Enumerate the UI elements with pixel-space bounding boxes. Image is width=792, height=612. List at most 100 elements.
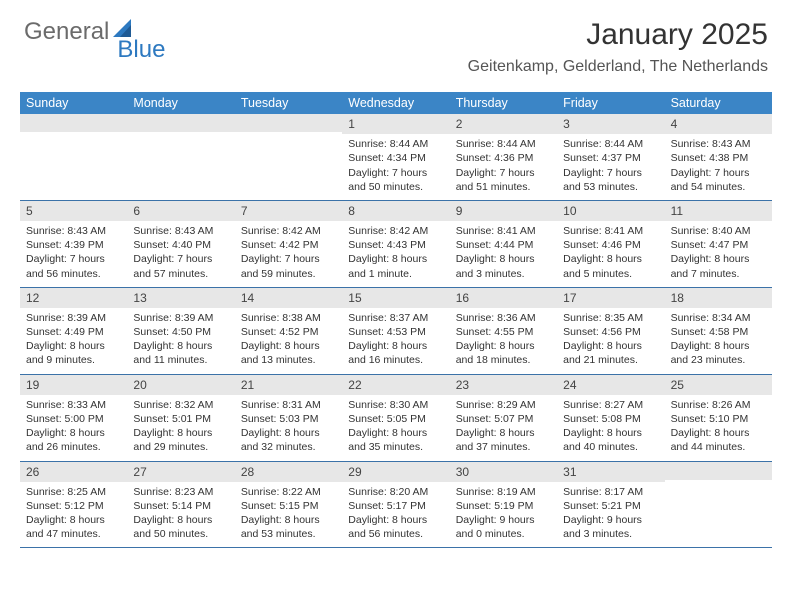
day-number: 23 [450,375,557,395]
weekday-header: Monday [127,92,234,114]
empty-cell [127,114,234,201]
day-cell: 23Sunrise: 8:29 AMSunset: 5:07 PMDayligh… [450,375,557,462]
sunset-line: Sunset: 5:14 PM [133,499,228,513]
sunset-line: Sunset: 4:46 PM [563,238,658,252]
sunset-line: Sunset: 4:43 PM [348,238,443,252]
daylight-line: Daylight: 8 hours and 37 minutes. [456,426,551,454]
day-number: 28 [235,462,342,482]
sunset-line: Sunset: 4:34 PM [348,151,443,165]
day-number: 26 [20,462,127,482]
sunset-line: Sunset: 5:05 PM [348,412,443,426]
sunrise-line: Sunrise: 8:41 AM [563,224,658,238]
day-number: 6 [127,201,234,221]
logo-text-blue: Blue [117,36,165,64]
day-number: 7 [235,201,342,221]
daylight-line: Daylight: 8 hours and 50 minutes. [133,513,228,541]
sunrise-line: Sunrise: 8:22 AM [241,485,336,499]
day-cell: 21Sunrise: 8:31 AMSunset: 5:03 PMDayligh… [235,375,342,462]
title-block: January 2025 Geitenkamp, Gelderland, The… [468,18,768,76]
sunrise-line: Sunrise: 8:39 AM [26,311,121,325]
day-number: 13 [127,288,234,308]
day-cell: 11Sunrise: 8:40 AMSunset: 4:47 PMDayligh… [665,201,772,288]
sunset-line: Sunset: 5:03 PM [241,412,336,426]
day-number: 16 [450,288,557,308]
sunrise-line: Sunrise: 8:32 AM [133,398,228,412]
sunset-line: Sunset: 5:21 PM [563,499,658,513]
sunrise-line: Sunrise: 8:42 AM [241,224,336,238]
day-number: 27 [127,462,234,482]
sunset-line: Sunset: 5:08 PM [563,412,658,426]
day-number: 8 [342,201,449,221]
day-cell: 7Sunrise: 8:42 AMSunset: 4:42 PMDaylight… [235,201,342,288]
sunset-line: Sunset: 5:12 PM [26,499,121,513]
sunset-line: Sunset: 4:50 PM [133,325,228,339]
sunrise-line: Sunrise: 8:43 AM [671,137,766,151]
sunrise-line: Sunrise: 8:42 AM [348,224,443,238]
day-number: 9 [450,201,557,221]
daylight-line: Daylight: 8 hours and 13 minutes. [241,339,336,367]
day-number: 30 [450,462,557,482]
day-number: 11 [665,201,772,221]
sunrise-line: Sunrise: 8:43 AM [133,224,228,238]
day-cell: 17Sunrise: 8:35 AMSunset: 4:56 PMDayligh… [557,288,664,375]
daylight-line: Daylight: 8 hours and 32 minutes. [241,426,336,454]
daylight-line: Daylight: 7 hours and 54 minutes. [671,166,766,194]
empty-cell [665,462,772,549]
sunrise-line: Sunrise: 8:35 AM [563,311,658,325]
weekday-header: Friday [557,92,664,114]
sunrise-line: Sunrise: 8:44 AM [563,137,658,151]
daylight-line: Daylight: 7 hours and 57 minutes. [133,252,228,280]
day-number: 10 [557,201,664,221]
day-cell: 3Sunrise: 8:44 AMSunset: 4:37 PMDaylight… [557,114,664,201]
sunrise-line: Sunrise: 8:43 AM [26,224,121,238]
daylight-line: Daylight: 9 hours and 0 minutes. [456,513,551,541]
sunrise-line: Sunrise: 8:40 AM [671,224,766,238]
day-number: 14 [235,288,342,308]
day-number: 15 [342,288,449,308]
daylight-line: Daylight: 8 hours and 44 minutes. [671,426,766,454]
day-number: 22 [342,375,449,395]
sunset-line: Sunset: 4:39 PM [26,238,121,252]
location-label: Geitenkamp, Gelderland, The Netherlands [468,58,768,76]
sunset-line: Sunset: 4:37 PM [563,151,658,165]
sunrise-line: Sunrise: 8:33 AM [26,398,121,412]
sunrise-line: Sunrise: 8:34 AM [671,311,766,325]
empty-cell [235,114,342,201]
day-cell: 24Sunrise: 8:27 AMSunset: 5:08 PMDayligh… [557,375,664,462]
sunset-line: Sunset: 4:44 PM [456,238,551,252]
day-cell: 22 Sunrise: 8:30 AMSunset: 5:05 PMDayligh… [342,375,449,462]
day-number: 2 [450,114,557,134]
daylight-line: Daylight: 7 hours and 51 minutes. [456,166,551,194]
day-cell: 16Sunrise: 8:36 AMSunset: 4:55 PMDayligh… [450,288,557,375]
daylight-line: Daylight: 8 hours and 21 minutes. [563,339,658,367]
daylight-line: Daylight: 7 hours and 59 minutes. [241,252,336,280]
day-cell: 6 Sunrise: 8:43 AMSunset: 4:40 PMDaylight… [127,201,234,288]
day-number: 24 [557,375,664,395]
daylight-line: Daylight: 7 hours and 56 minutes. [26,252,121,280]
day-cell: 31Sunrise: 8:17 AMSunset: 5:21 PMDayligh… [557,462,664,549]
daylight-line: Daylight: 8 hours and 40 minutes. [563,426,658,454]
day-cell: 29Sunrise: 8:20 AMSunset: 5:17 PMDayligh… [342,462,449,549]
sunrise-line: Sunrise: 8:44 AM [456,137,551,151]
day-cell: 20Sunrise: 8:32 AMSunset: 5:01 PMDayligh… [127,375,234,462]
day-cell: 27 Sunrise: 8:23 AMSunset: 5:14 PMDayligh… [127,462,234,549]
sunrise-line: Sunrise: 8:25 AM [26,485,121,499]
day-number: 5 [20,201,127,221]
sunrise-line: Sunrise: 8:30 AM [348,398,443,412]
sunrise-line: Sunrise: 8:36 AM [456,311,551,325]
day-cell: 14Sunrise: 8:38 AMSunset: 4:52 PMDayligh… [235,288,342,375]
sunset-line: Sunset: 4:47 PM [671,238,766,252]
day-number: 31 [557,462,664,482]
day-number: 20 [127,375,234,395]
day-number: 1 [342,114,449,134]
sunrise-line: Sunrise: 8:23 AM [133,485,228,499]
sunset-line: Sunset: 4:40 PM [133,238,228,252]
day-cell: 15Sunrise: 8:37 AMSunset: 4:53 PMDayligh… [342,288,449,375]
day-cell: 28Sunrise: 8:22 AMSunset: 5:15 PMDayligh… [235,462,342,549]
header: General Blue January 2025 Geitenkamp, Ge… [0,0,792,84]
daylight-line: Daylight: 8 hours and 47 minutes. [26,513,121,541]
logo: General Blue [24,18,165,46]
daylight-line: Daylight: 8 hours and 9 minutes. [26,339,121,367]
sunrise-line: Sunrise: 8:38 AM [241,311,336,325]
daylight-line: Daylight: 8 hours and 35 minutes. [348,426,443,454]
